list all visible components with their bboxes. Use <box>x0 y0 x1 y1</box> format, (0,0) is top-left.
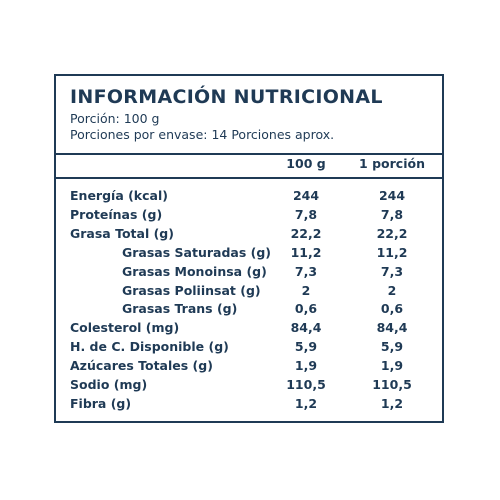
nutrient-label: Grasas Monoinsa (g) <box>122 263 267 279</box>
nutrient-label: Colesterol (mg) <box>70 320 180 336</box>
value-per-portion: 1,2 <box>380 395 404 411</box>
nutrient-row: Fibra (g) 1,2 1,2 <box>56 396 442 415</box>
nutrient-row: H. de C. Disponible (g) 5,9 5,9 <box>56 339 442 358</box>
value-per-portion: 2 <box>387 282 397 298</box>
nutrient-row: Sodio (mg) 110,5 110,5 <box>56 377 442 396</box>
value-per-100g: 110,5 <box>286 377 326 392</box>
nutrient-label: Grasas Saturadas (g) <box>122 244 271 260</box>
nutrient-row: Grasa Total (g) 22,2 22,2 <box>56 226 442 245</box>
header-divider <box>56 153 442 155</box>
nutrient-row: Grasas Poliinsat (g) 2 2 <box>56 283 442 302</box>
value-per-portion: 110,5 <box>372 377 412 392</box>
portion-size: Porción: 100 g <box>70 111 160 126</box>
nutrition-facts-panel: INFORMACIÓN NUTRICIONAL Porción: 100 g P… <box>54 74 444 423</box>
nutrient-label: Sodio (mg) <box>70 377 148 392</box>
column-header-divider <box>56 177 442 179</box>
value-per-portion: 84,4 <box>376 320 408 336</box>
nutrient-row: Proteínas (g) 7,8 7,8 <box>56 207 442 226</box>
value-per-100g: 0,6 <box>294 301 318 317</box>
value-per-100g: 7,8 <box>294 206 318 222</box>
nutrient-row: Grasas Trans (g) 0,6 0,6 <box>56 301 442 320</box>
value-per-100g: 244 <box>292 188 320 203</box>
nutrient-row: Colesterol (mg) 84,4 84,4 <box>56 320 442 339</box>
value-per-100g: 1,2 <box>294 395 318 411</box>
nutrient-label: Energía (kcal) <box>70 188 168 203</box>
panel-title: INFORMACIÓN NUTRICIONAL <box>70 86 383 108</box>
value-per-portion: 11,2 <box>376 244 408 260</box>
servings-per-container: Porciones por envase: 14 Porciones aprox… <box>70 127 335 142</box>
nutrient-label: Grasas Trans (g) <box>122 301 238 317</box>
value-per-portion: 0,6 <box>380 301 404 317</box>
value-per-portion: 22,2 <box>376 225 408 241</box>
value-per-100g: 5,9 <box>294 339 318 355</box>
nutrient-label: Azúcares Totales (g) <box>70 358 213 374</box>
value-per-100g: 2 <box>301 282 311 298</box>
value-per-100g: 7,3 <box>294 263 318 279</box>
column-header-portion: 1 porción <box>359 156 425 171</box>
nutrient-row: Grasas Monoinsa (g) 7,3 7,3 <box>56 264 442 283</box>
nutrient-label: H. de C. Disponible (g) <box>70 339 229 355</box>
nutrient-label: Grasa Total (g) <box>70 225 174 241</box>
value-per-portion: 5,9 <box>380 339 404 355</box>
value-per-100g: 1,9 <box>294 358 318 374</box>
value-per-100g: 22,2 <box>290 225 322 241</box>
value-per-portion: 244 <box>378 188 406 203</box>
column-header-100g: 100 g <box>286 156 326 171</box>
nutrient-row: Azúcares Totales (g) 1,9 1,9 <box>56 358 442 377</box>
value-per-100g: 84,4 <box>290 320 322 336</box>
value-per-portion: 7,3 <box>380 263 404 279</box>
nutrient-label: Fibra (g) <box>70 395 132 411</box>
nutrient-row: Grasas Saturadas (g) 11,2 11,2 <box>56 245 442 264</box>
value-per-100g: 11,2 <box>290 244 322 260</box>
nutrient-label: Proteínas (g) <box>70 206 163 222</box>
nutrient-row: Energía (kcal) 244 244 <box>56 188 442 207</box>
nutrient-label: Grasas Poliinsat (g) <box>122 282 261 298</box>
value-per-portion: 1,9 <box>380 358 404 374</box>
value-per-portion: 7,8 <box>380 206 404 222</box>
